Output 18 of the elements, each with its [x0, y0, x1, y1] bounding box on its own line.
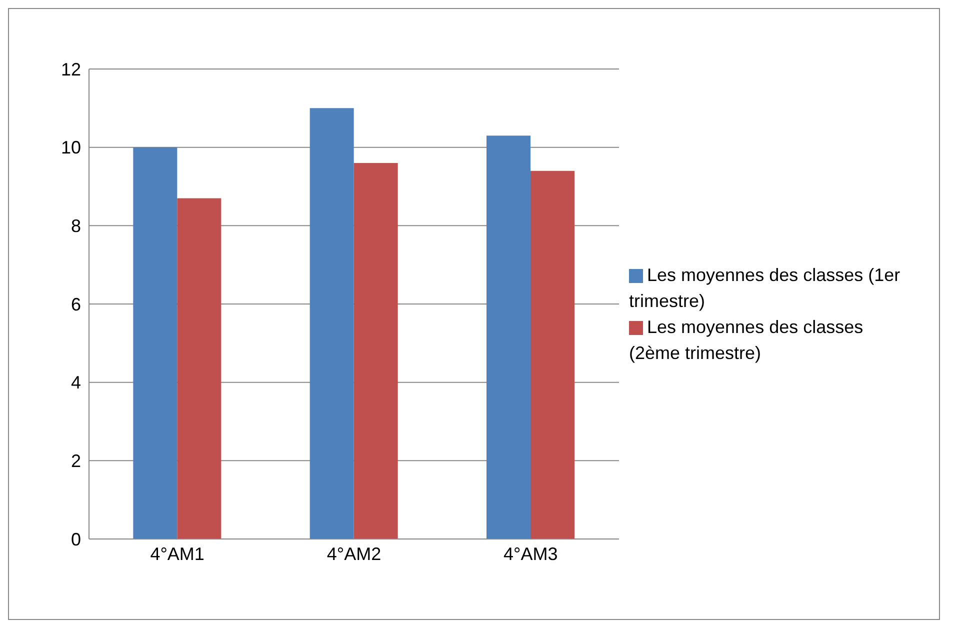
y-tick-label: 2	[70, 451, 81, 472]
bar	[133, 147, 178, 539]
y-tick-label: 0	[70, 529, 81, 550]
bar	[486, 136, 530, 539]
legend-label: Les moyennes des classes (2ème trimestre)	[629, 317, 864, 363]
bar	[177, 198, 222, 539]
y-tick-label: 6	[70, 294, 81, 314]
y-tick-label: 12	[60, 59, 81, 80]
x-tick-label: 4°AM1	[150, 544, 204, 564]
bar	[354, 163, 398, 539]
bar	[310, 108, 354, 539]
bar	[530, 170, 574, 539]
y-tick-label: 4	[70, 372, 81, 393]
legend-label: Les moyennes des classes (1er trimestre)	[629, 265, 900, 311]
y-tick-label: 8	[70, 216, 81, 236]
y-tick-label: 10	[60, 138, 81, 158]
x-tick-label: 4°AM2	[326, 544, 382, 564]
x-tick-label: 4°AM3	[504, 544, 558, 564]
